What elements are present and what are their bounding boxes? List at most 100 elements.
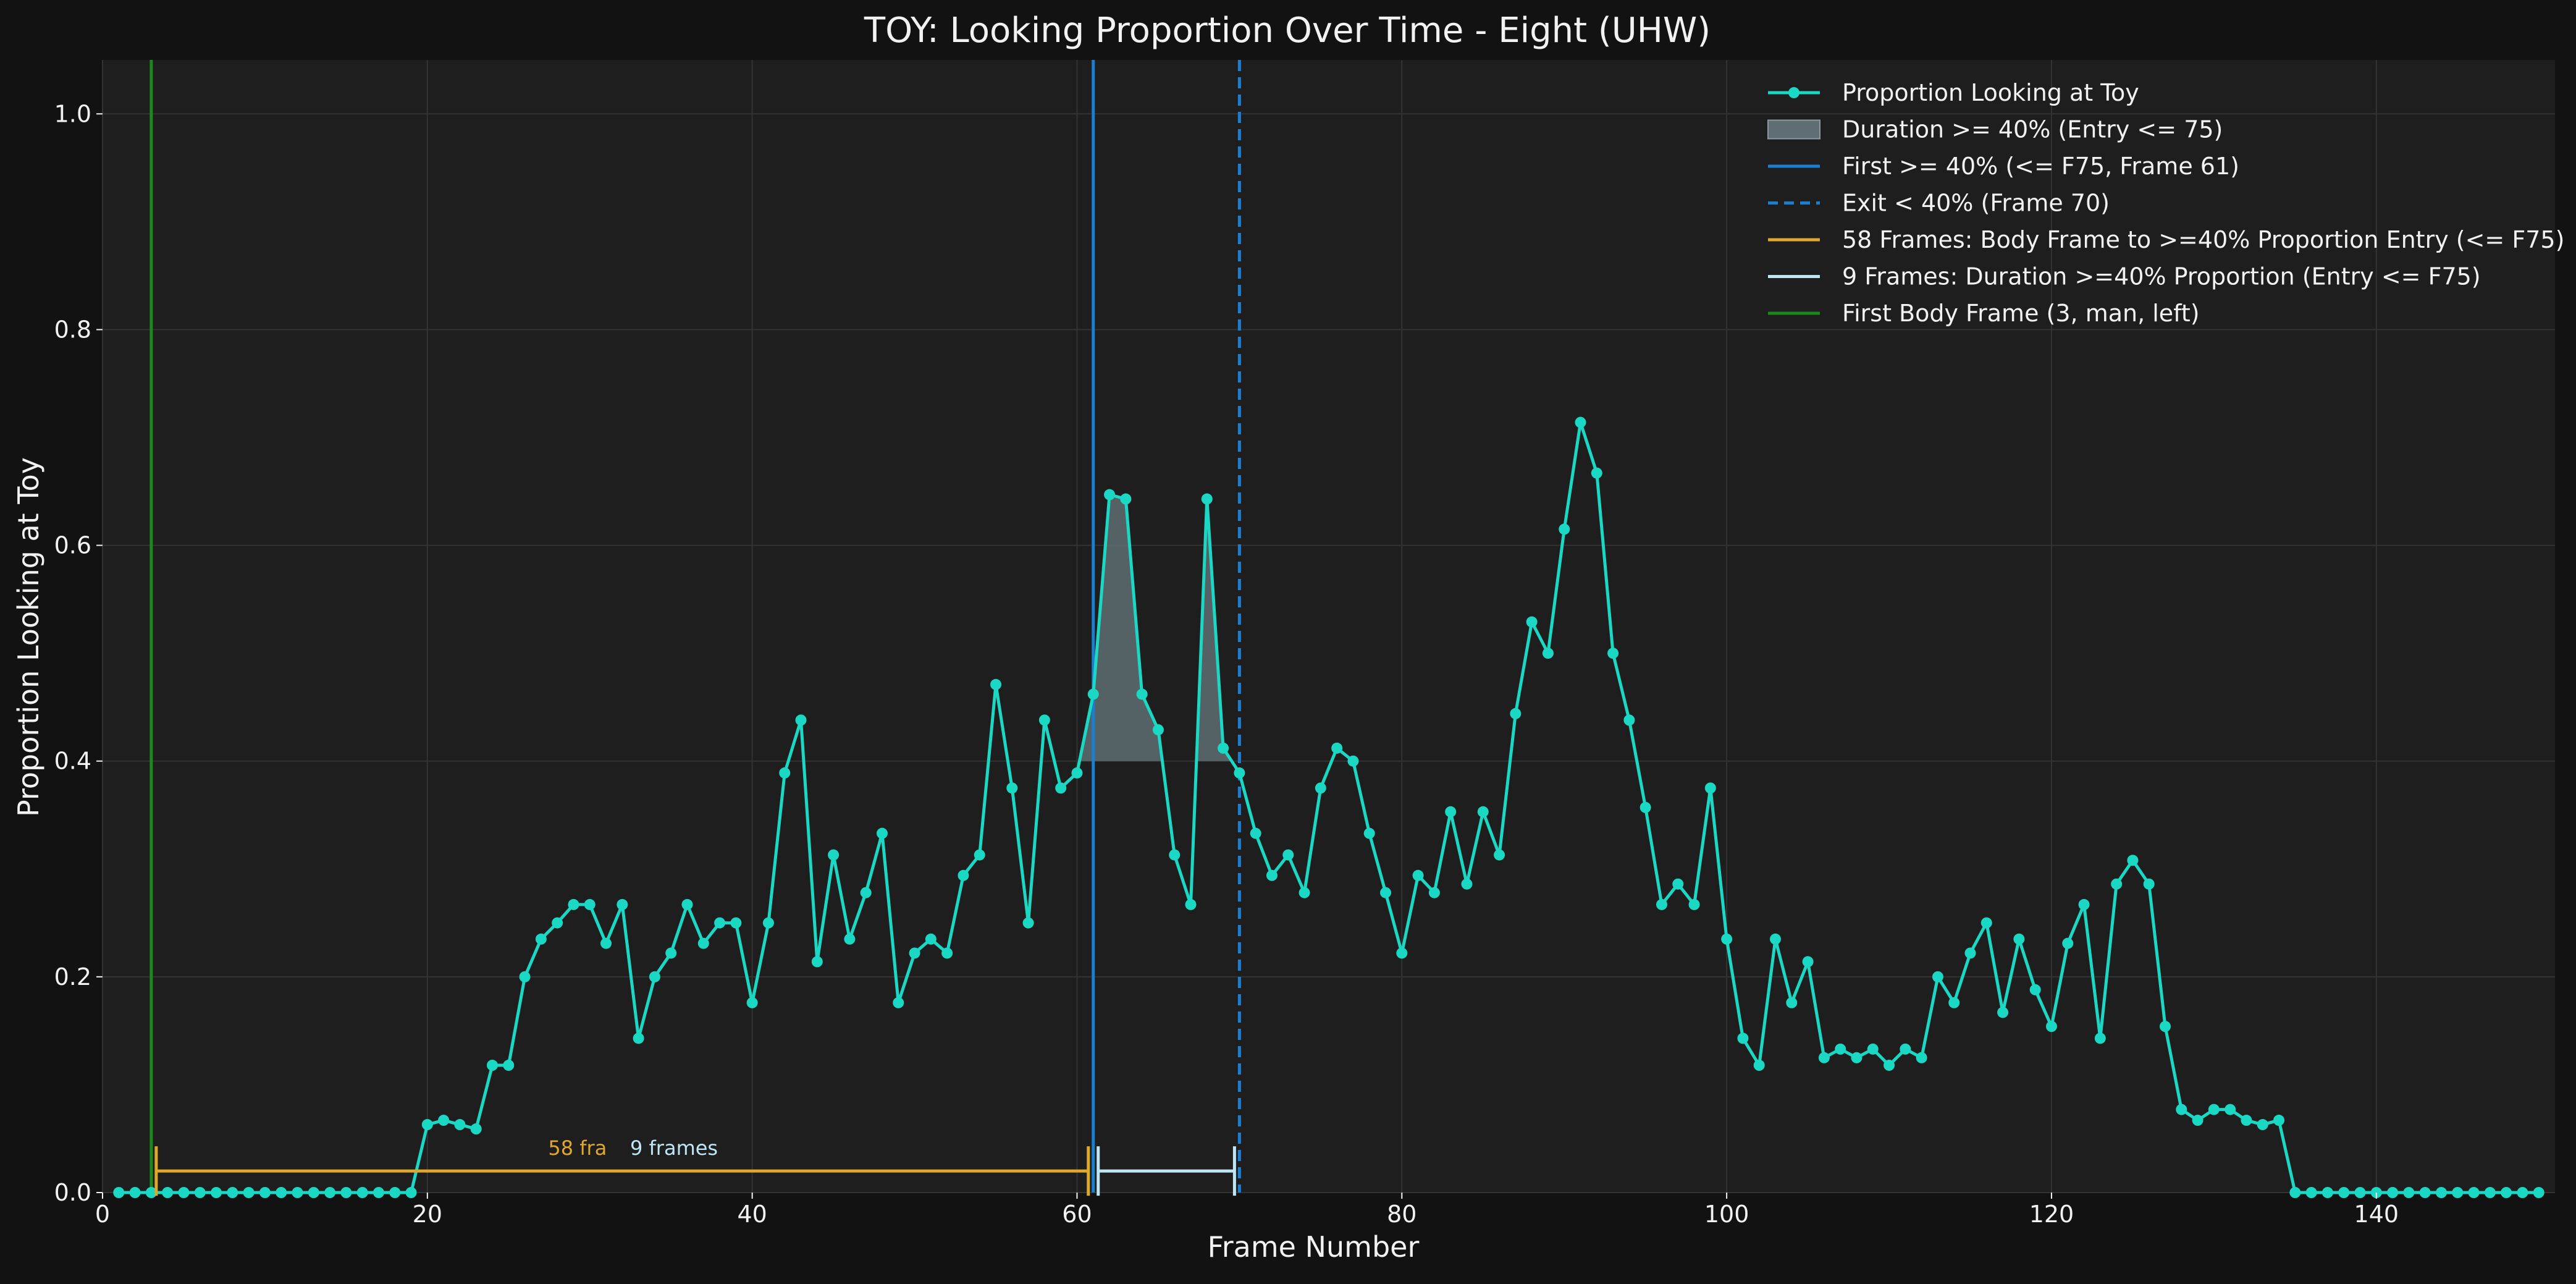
data-point (1152, 724, 1164, 736)
data-point (2045, 1021, 2057, 1033)
legend-swatch (1767, 119, 1820, 140)
data-point (1120, 493, 1132, 505)
data-point (925, 933, 937, 945)
data-point (1218, 742, 1229, 754)
data-point (1980, 917, 1992, 929)
data-point (1704, 782, 1716, 794)
data-point (2094, 1033, 2106, 1044)
data-point (519, 971, 531, 982)
axes-layer: 0 20 40 60 80 100 120 140 0.0 0.2 0.4 0.6 0.8 1.0 (54, 100, 2399, 1228)
data-point (129, 1187, 141, 1198)
data-point (1201, 493, 1213, 505)
data-point (2435, 1187, 2447, 1198)
data-point (2225, 1104, 2236, 1115)
data-point (1331, 742, 1343, 754)
data-point (1071, 767, 1083, 779)
data-point (568, 898, 579, 910)
data-point (828, 849, 840, 861)
data-point (2419, 1187, 2431, 1198)
duration-shaded-region (1077, 494, 1240, 761)
data-point (1867, 1043, 1879, 1055)
x-tick-label: 100 (1704, 1201, 1749, 1228)
data-point (649, 971, 660, 982)
data-point (1510, 707, 1522, 719)
data-point (162, 1187, 174, 1198)
data-point (1559, 523, 1570, 535)
y-axis-label: Proportion Looking at Toy (12, 457, 45, 817)
data-point (2029, 984, 2041, 995)
data-point (535, 933, 547, 945)
data-point (1916, 1052, 1927, 1063)
data-point (2484, 1187, 2496, 1198)
data-point (974, 849, 985, 861)
data-point (681, 898, 693, 910)
y-tick-label: 0.8 (54, 316, 91, 343)
data-point (730, 917, 742, 929)
data-point (2273, 1115, 2285, 1126)
data-point (1607, 648, 1619, 659)
data-point (1964, 947, 1976, 959)
y-tick-label: 1.0 (54, 100, 91, 127)
data-point (876, 827, 888, 839)
x-tick-label: 60 (1062, 1201, 1092, 1228)
data-point (2289, 1187, 2301, 1198)
chart-title: TOY: Looking Proportion Over Time - Eigh… (864, 11, 1711, 51)
data-point (762, 917, 774, 929)
data-point (2321, 1187, 2333, 1198)
data-point (1315, 782, 1326, 794)
data-point (308, 1187, 319, 1198)
data-point (1038, 714, 1050, 726)
data-point (617, 898, 628, 910)
vertical-lines-layer (149, 60, 1241, 1193)
data-point (1753, 1060, 1765, 1071)
data-point (2192, 1115, 2203, 1126)
data-point (1656, 898, 1667, 910)
data-point (2517, 1187, 2528, 1198)
data-point (113, 1187, 125, 1198)
data-point (909, 947, 920, 959)
data-point (2354, 1187, 2366, 1198)
data-point (2176, 1104, 2187, 1115)
data-point (1169, 849, 1181, 861)
data-point (1087, 688, 1099, 700)
data-point (714, 917, 726, 929)
legend-label: Proportion Looking at Toy (1842, 79, 2139, 106)
data-point (178, 1187, 190, 1198)
data-point (1282, 849, 1294, 861)
data-point (324, 1187, 336, 1198)
data-point (860, 887, 872, 898)
data-point (2013, 933, 2025, 945)
data-point (1266, 869, 1277, 881)
data-point (1591, 467, 1602, 479)
data-point (584, 898, 596, 910)
x-tick-label: 0 (95, 1201, 110, 1228)
data-point (1006, 782, 1018, 794)
y-tick-label: 0.6 (54, 532, 91, 559)
data-point (1363, 827, 1375, 839)
data-point (990, 678, 1002, 690)
data-point (1461, 878, 1473, 890)
data-point (259, 1187, 271, 1198)
data-point (405, 1187, 417, 1198)
data-point (893, 997, 904, 1008)
data-point (779, 767, 791, 779)
legend-label: 9 Frames: Duration >=40% Proportion (Ent… (1842, 263, 2481, 290)
spans-layer: 58 fra 9 frames (154, 1136, 1236, 1196)
x-tick-label: 80 (1387, 1201, 1416, 1228)
data-point (1688, 898, 1700, 910)
legend-marker (1788, 87, 1799, 98)
data-point (600, 937, 612, 949)
data-point (1494, 849, 1505, 861)
data-point (2143, 878, 2155, 890)
data-point (2078, 898, 2090, 910)
legend-label: Exit < 40% (Frame 70) (1842, 190, 2110, 217)
data-point (697, 937, 709, 949)
data-point (1770, 933, 1782, 945)
data-point (2127, 855, 2139, 866)
data-point (2387, 1187, 2399, 1198)
span-annotation: 58 fra (548, 1136, 607, 1160)
data-point (1786, 997, 1798, 1008)
data-point (1639, 801, 1651, 813)
data-point (1948, 997, 1960, 1008)
data-point (292, 1187, 303, 1198)
